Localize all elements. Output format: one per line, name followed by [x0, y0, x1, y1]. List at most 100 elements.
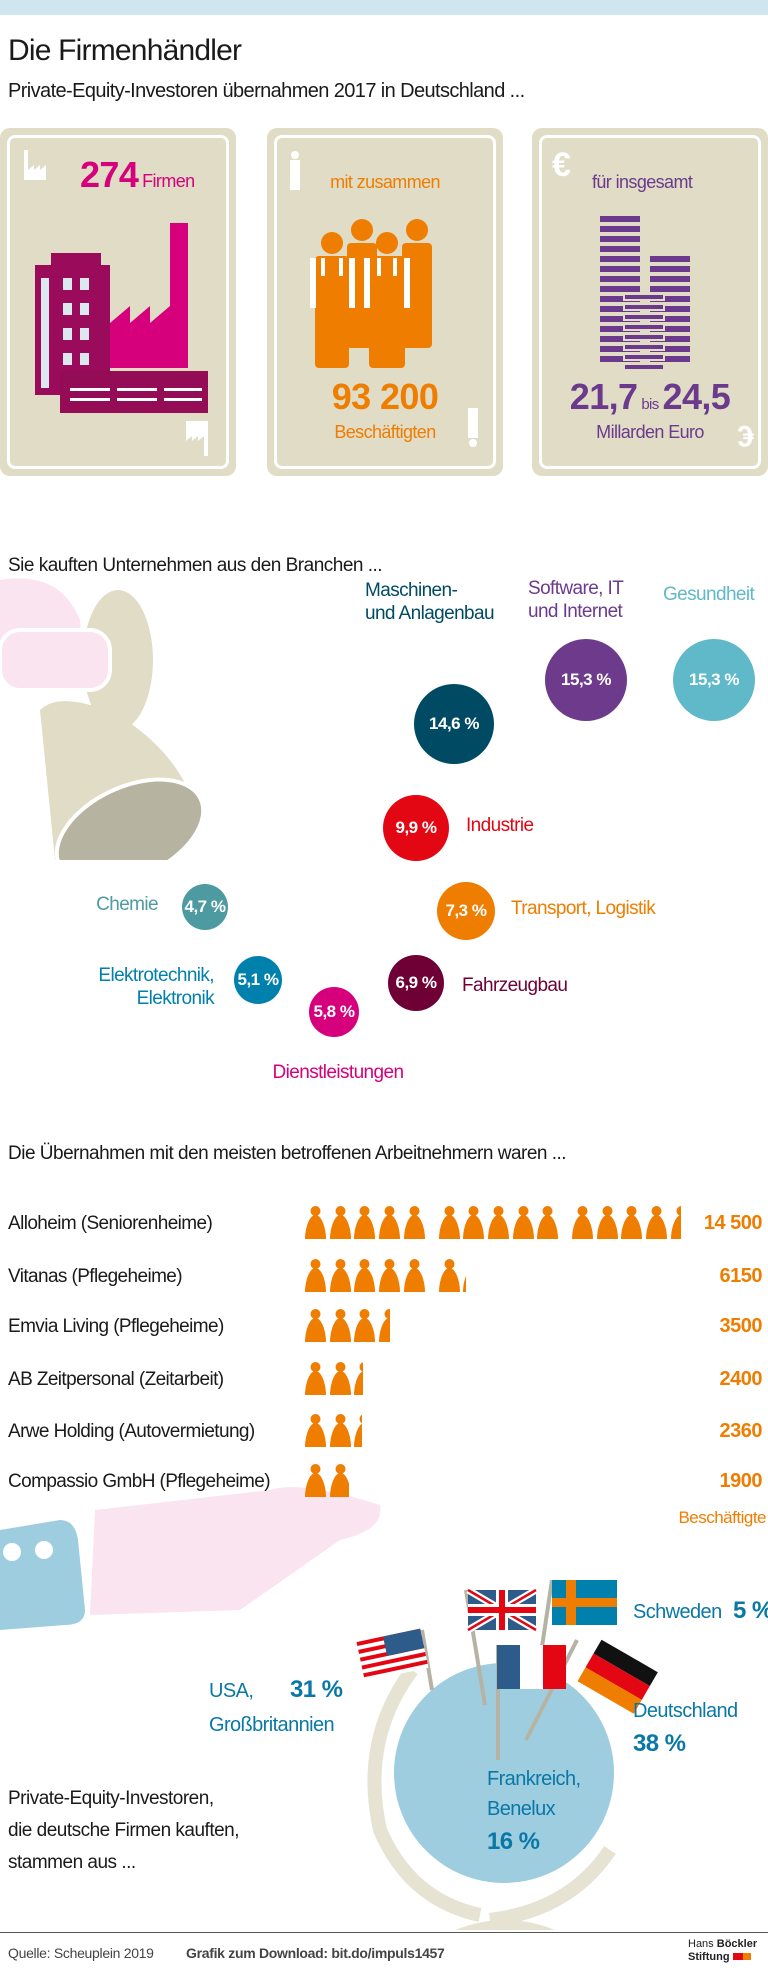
person-icon: [438, 1258, 460, 1292]
origin-sweden-label: Schweden: [633, 1601, 722, 1623]
origins-intro-line: Private-Equity-Investoren,: [8, 1788, 214, 1809]
person-icon: [329, 1361, 351, 1395]
person-icon: [354, 1205, 376, 1239]
person-icon: [670, 1205, 682, 1239]
euro-icon: €: [552, 146, 571, 184]
employee-count: 6150: [719, 1265, 763, 1287]
investment-intro: für insgesamt: [592, 172, 693, 192]
person-icon: [329, 1463, 349, 1497]
takeovers-heading: Die Übernahmen mit den meisten betroffen…: [8, 1143, 567, 1164]
employee-count: 1900: [719, 1470, 763, 1492]
footer-download-link[interactable]: Grafik zum Download: bit.do/impuls1457: [186, 1945, 445, 1961]
person-icon: [305, 1205, 326, 1239]
company-label: Arwe Holding (Autovermietung): [8, 1421, 255, 1442]
branch-bubble: 9,9 %: [383, 795, 449, 861]
company-label: AB Zeitpersonal (Zeitarbeit): [8, 1369, 224, 1390]
card-employees: mit zusammen 93 200 Beschäftigten: [267, 128, 503, 476]
person-icon: [621, 1205, 643, 1239]
employee-count: 2400: [719, 1368, 763, 1390]
hand-pinch-illustration: [0, 578, 206, 860]
hans-boeckler-logo: Hans Böckler Stiftung: [688, 1938, 758, 1963]
person-icon: [403, 1258, 425, 1292]
small-factory-icon: [24, 150, 46, 180]
origins-intro-line: die deutsche Firmen kauften,: [8, 1820, 240, 1841]
page-subtitle: Private-Equity-Investoren übernahmen 201…: [8, 80, 525, 102]
workers-icon: [310, 219, 432, 368]
companies-value: 274: [80, 154, 139, 195]
employee-count: 2360: [719, 1420, 763, 1442]
person-icon: [379, 1205, 401, 1239]
origin-germany-value: 38 %: [633, 1730, 686, 1757]
person-icon: [379, 1258, 401, 1292]
person-icon: [354, 1308, 376, 1342]
coin-stack-icon: [600, 216, 690, 371]
person-icon: [572, 1205, 593, 1239]
origins-intro: Private-Equity-Investoren, die deutsche …: [8, 1783, 240, 1879]
branch-bubble: 6,9 %: [388, 955, 444, 1011]
investment-from: 21,7: [569, 376, 638, 417]
card-investment: € für insgesamt 21,7 bis 24,5 Millarden …: [532, 128, 768, 476]
hand-illustration: [0, 1487, 381, 1630]
branch-label: Industrie: [466, 815, 534, 836]
person-icon: [646, 1205, 668, 1239]
footer-source: Quelle: Scheuplein 2019: [8, 1945, 154, 1961]
origin-sweden-value: 5 %: [733, 1597, 768, 1624]
employees-intro: mit zusammen: [330, 172, 440, 192]
small-person-icon: [290, 151, 300, 190]
person-icon: [305, 1258, 326, 1292]
person-icon: [354, 1413, 362, 1447]
company-label: Alloheim (Seniorenheime): [8, 1213, 213, 1234]
origin-usa-uk-label: USA,: [209, 1680, 254, 1702]
person-icon: [305, 1413, 326, 1447]
uk-flag-icon: [466, 1586, 538, 1634]
origin-germany-label: Deutschland: [633, 1700, 738, 1722]
person-icon: [354, 1258, 376, 1292]
branch-label: Dienstleistungen: [272, 1062, 404, 1083]
person-icon: [305, 1361, 326, 1395]
small-factory-icon-flipped: [186, 421, 208, 456]
branch-bubble: 5,8 %: [309, 987, 359, 1037]
origin-france-label: Frankreich,: [487, 1768, 581, 1790]
footer-divider: [0, 1932, 768, 1933]
usa-flag-icon: [356, 1628, 429, 1682]
branch-label: Software, IT und Internet: [528, 578, 624, 622]
branch-label: Gesundheit: [663, 584, 755, 605]
employee-count: 3500: [719, 1315, 763, 1337]
company-label: Vitanas (Pflegeheime): [8, 1266, 183, 1287]
branch-bubble: 7,3 %: [437, 882, 495, 940]
branch-label: Fahrzeugbau: [462, 975, 568, 996]
top-bar: [0, 0, 768, 15]
investment-to: 24,5: [662, 376, 731, 417]
person-icon: [329, 1258, 351, 1292]
branch-label: Transport, Logistik: [511, 898, 656, 919]
globe-illustration: [356, 1580, 658, 1930]
sweden-flag-icon: [552, 1580, 617, 1625]
person-icon: [329, 1205, 351, 1239]
person-icon: [379, 1308, 390, 1342]
origin-france-value: 16 %: [487, 1828, 540, 1855]
employees-value: 93 200: [331, 376, 439, 417]
person-icon: [463, 1258, 467, 1292]
investment-label: Millarden Euro: [596, 422, 704, 442]
france-flag-icon: [497, 1645, 566, 1689]
origin-usa-uk-value: 31 %: [290, 1676, 343, 1703]
branch-bubble: 5,1 %: [234, 956, 282, 1004]
branch-label: Maschinen-und Anlagenbau: [365, 580, 495, 624]
factory-icon: [35, 223, 208, 413]
person-icon: [403, 1205, 425, 1239]
person-icon: [305, 1308, 326, 1342]
company-label: Emvia Living (Pflegeheime): [8, 1316, 224, 1337]
origin-france-label2: Benelux: [487, 1798, 556, 1820]
origins-intro-line: stammen aus ...: [8, 1852, 136, 1873]
person-icon: [537, 1205, 559, 1239]
person-icon: [463, 1205, 485, 1239]
branch-bubble: 15,3 %: [673, 639, 755, 721]
branch-bubble: 14,6 %: [414, 684, 494, 764]
employees-label: Beschäftigten: [334, 422, 436, 442]
branch-bubble: 15,3 %: [545, 639, 627, 721]
person-icon: [487, 1205, 509, 1239]
person-icon: [512, 1205, 534, 1239]
person-icon: [329, 1308, 351, 1342]
person-icon: [596, 1205, 618, 1239]
investment-connector: bis: [641, 396, 659, 413]
